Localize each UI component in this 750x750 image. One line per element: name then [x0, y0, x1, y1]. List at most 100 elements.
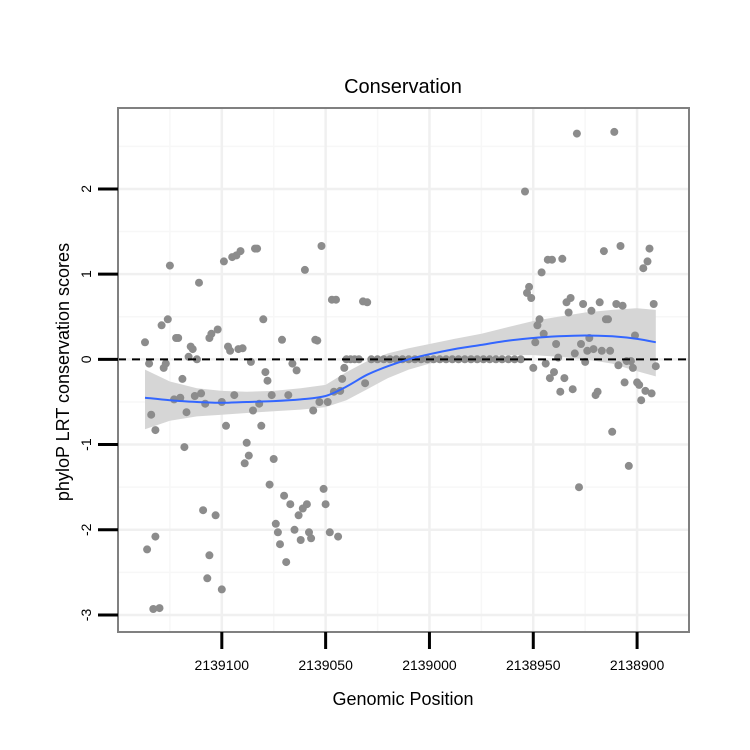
data-point-161 — [589, 345, 598, 354]
data-point-65 — [278, 335, 286, 344]
data-point-48 — [242, 438, 251, 447]
data-point-170 — [608, 427, 617, 436]
data-point-164 — [595, 298, 604, 307]
data-point-32 — [207, 329, 216, 338]
data-point-149 — [564, 308, 573, 317]
data-point-86 — [321, 500, 330, 509]
data-point-143 — [552, 340, 561, 348]
data-point-5 — [151, 532, 160, 541]
data-point-85 — [319, 484, 328, 493]
data-point-105 — [379, 355, 388, 364]
data-point-6 — [151, 426, 160, 435]
data-point-36 — [217, 585, 226, 594]
data-point-60 — [267, 391, 276, 400]
data-point-173 — [614, 361, 623, 370]
data-point-37 — [219, 257, 228, 266]
data-point-16 — [176, 393, 185, 402]
data-point-42 — [230, 391, 239, 400]
y-tick-label-3: 0 — [78, 355, 94, 363]
data-point-187 — [643, 257, 652, 266]
data-point-102 — [363, 298, 372, 307]
data-point-131 — [527, 294, 536, 302]
plot-panel-border — [117, 107, 690, 633]
data-point-72 — [292, 366, 301, 375]
data-point-27 — [199, 506, 208, 515]
data-point-28 — [201, 399, 210, 408]
data-point-188 — [645, 244, 654, 253]
data-point-185 — [639, 264, 648, 273]
data-point-62 — [271, 519, 280, 528]
data-point-74 — [296, 536, 305, 544]
data-point-22 — [188, 345, 197, 354]
data-point-19 — [182, 408, 191, 417]
data-point-118 — [460, 355, 469, 364]
data-point-80 — [309, 406, 318, 415]
data-point-55 — [257, 421, 266, 430]
data-point-24 — [192, 355, 201, 364]
data-point-178 — [624, 461, 633, 470]
data-point-184 — [637, 396, 646, 405]
data-point-30 — [205, 551, 214, 560]
data-point-59 — [265, 480, 274, 489]
chart-title: Conservation — [344, 76, 462, 98]
data-point-174 — [616, 242, 625, 250]
data-point-70 — [288, 359, 297, 368]
smooth-line-layer — [144, 334, 656, 404]
data-point-160 — [587, 306, 596, 315]
data-point-137 — [539, 329, 548, 338]
data-point-133 — [531, 338, 540, 347]
data-point-78 — [305, 528, 313, 537]
data-point-156 — [579, 300, 588, 308]
data-point-71 — [290, 525, 299, 534]
data-point-123 — [491, 355, 500, 364]
data-point-73 — [294, 511, 303, 520]
data-point-190 — [649, 300, 658, 308]
data-point-186 — [641, 386, 650, 395]
data-point-12 — [165, 261, 174, 270]
data-point-3 — [147, 410, 156, 419]
data-point-94 — [338, 374, 347, 383]
data-point-95 — [340, 363, 349, 372]
data-point-132 — [529, 363, 538, 372]
data-point-10 — [161, 359, 170, 368]
data-point-66 — [280, 491, 289, 500]
data-point-116 — [448, 355, 457, 364]
data-point-68 — [284, 391, 293, 400]
data-point-40 — [226, 346, 235, 355]
data-point-168 — [604, 315, 612, 324]
data-point-29 — [203, 574, 212, 583]
data-point-15 — [174, 334, 183, 342]
data-point-120 — [473, 355, 482, 364]
data-point-34 — [213, 325, 222, 334]
x-axis-label: Genomic Position — [332, 689, 473, 709]
data-point-38 — [222, 421, 230, 430]
data-point-83 — [315, 398, 324, 406]
data-point-57 — [261, 368, 270, 377]
data-point-8 — [157, 321, 166, 330]
data-point-64 — [276, 540, 284, 549]
data-point-58 — [263, 376, 272, 385]
data-point-140 — [545, 374, 554, 383]
data-point-155 — [577, 340, 585, 348]
data-point-147 — [560, 374, 569, 383]
y-tick-label-1: -2 — [78, 523, 94, 536]
data-point-1 — [143, 545, 152, 554]
x-tick-label-4: 2138900 — [610, 657, 665, 673]
data-point-53 — [253, 244, 262, 253]
data-point-69 — [286, 500, 295, 509]
data-point-7 — [155, 604, 164, 613]
data-point-87 — [323, 398, 332, 406]
data-point-135 — [535, 315, 544, 324]
data-point-114 — [435, 355, 444, 364]
data-point-107 — [392, 355, 401, 364]
plot-grid — [118, 108, 689, 632]
y-tick-label-4: 1 — [78, 270, 94, 278]
y-axis: -3 -2 -1 0 1 2 — [78, 185, 118, 621]
data-point-180 — [628, 363, 637, 372]
data-point-49 — [244, 451, 253, 460]
data-point-47 — [240, 459, 249, 468]
data-point-145 — [556, 387, 565, 396]
data-point-79 — [307, 534, 316, 543]
data-point-189 — [647, 389, 656, 398]
data-point-77 — [302, 500, 311, 509]
